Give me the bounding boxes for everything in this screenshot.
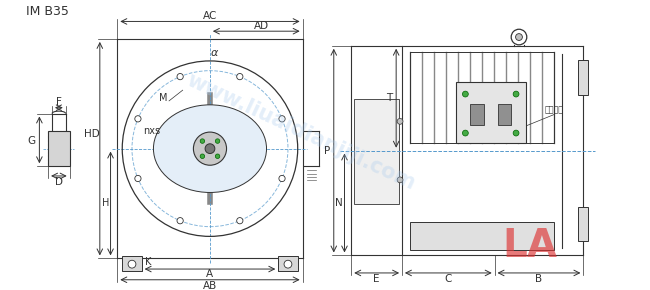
Text: α: α [211,48,218,58]
Circle shape [177,73,183,80]
Bar [354,99,399,204]
Text: AB: AB [203,281,217,290]
Text: K: K [146,257,151,267]
Circle shape [200,139,205,143]
Bar [470,104,484,125]
Bar [497,104,511,125]
Circle shape [200,154,205,158]
Circle shape [462,91,468,97]
Bar [48,131,70,166]
Text: www.liuaidianjiji.com: www.liuaidianjiji.com [183,70,418,193]
Text: H: H [102,198,109,209]
Bar [578,60,588,95]
Bar [278,256,298,271]
Bar [456,82,526,143]
Bar [122,256,142,271]
Circle shape [279,175,285,182]
Circle shape [135,175,141,182]
Circle shape [205,144,215,153]
Text: A: A [207,269,214,279]
Circle shape [128,260,136,268]
Circle shape [397,177,403,183]
Text: C: C [445,274,452,284]
Circle shape [194,132,227,165]
Circle shape [462,130,468,136]
Circle shape [135,116,141,122]
Text: N: N [335,198,343,208]
Text: E: E [373,274,380,284]
Bar [410,222,554,250]
Text: T: T [386,93,393,103]
Text: nxs: nxs [143,126,160,136]
Text: 护套接头: 护套接头 [545,105,564,114]
Circle shape [177,218,183,224]
Text: AD: AD [254,21,268,31]
Text: AC: AC [203,11,217,21]
Text: M: M [159,93,168,103]
Text: D: D [55,177,63,187]
Circle shape [237,218,243,224]
Circle shape [279,116,285,122]
Text: IM B35: IM B35 [26,5,69,18]
Circle shape [215,139,220,143]
Circle shape [513,91,519,97]
Text: HD: HD [84,129,100,139]
Text: B: B [536,274,543,284]
Circle shape [397,118,403,124]
Text: P: P [324,146,330,156]
Text: G: G [27,136,36,146]
Circle shape [215,154,220,158]
Text: F: F [56,97,62,107]
Circle shape [515,34,523,40]
Ellipse shape [153,105,266,193]
Circle shape [513,130,519,136]
Bar [578,207,588,241]
Circle shape [237,73,243,80]
Circle shape [284,260,292,268]
Text: LA: LA [502,227,557,265]
